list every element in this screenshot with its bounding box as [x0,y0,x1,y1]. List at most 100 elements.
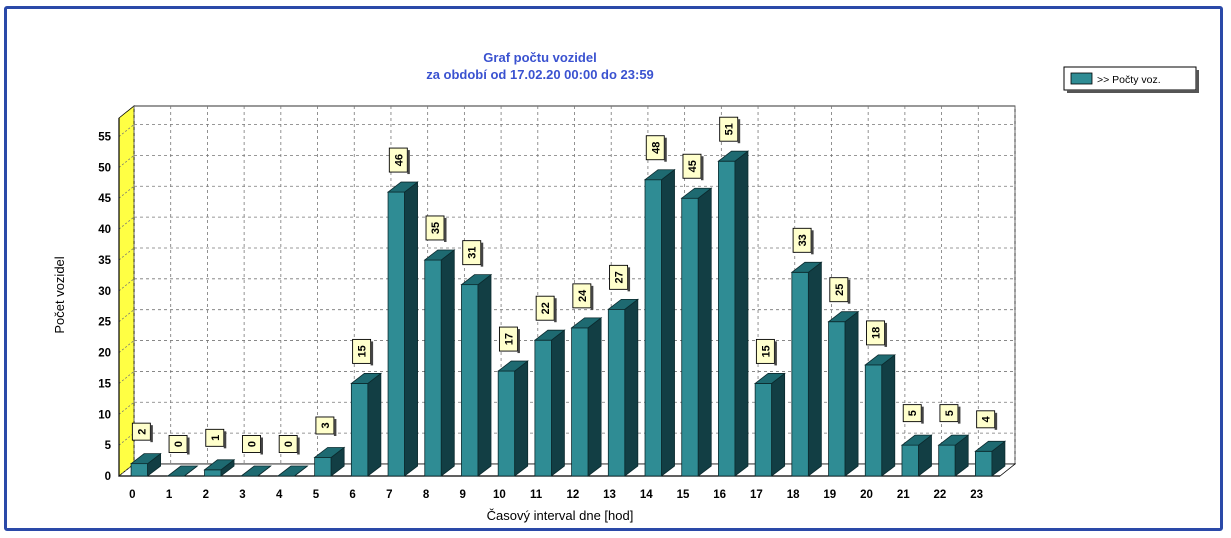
bar [900,434,933,477]
data-label-text: 3 [320,422,332,428]
data-label: 0 [242,435,263,455]
grid-line-wall [118,309,135,323]
data-label-text: 15 [760,345,772,357]
y-tick-label: 45 [98,193,111,205]
x-axis-label: Časový interval dne [hod] [487,508,634,523]
bar [643,168,676,477]
bar-side [734,150,749,477]
bar-front [974,450,993,477]
bar-front [718,160,736,477]
x-tick-label: 3 [239,489,245,501]
bar [129,452,162,477]
y-axis-label: Počet vozidel [52,256,67,333]
x-tick-label: 17 [750,489,763,501]
bar-top [680,187,713,199]
data-label-text: 45 [687,160,699,172]
bar-front [534,339,552,477]
bar [276,465,309,477]
data-label: 15 [352,338,374,366]
bar-side [624,298,639,477]
chart-title: Graf počtu vozidel [483,50,596,65]
data-label-shadow [187,437,190,455]
grid-line-wall [118,247,135,261]
data-label: 22 [535,295,557,323]
data-label-text: 24 [577,289,589,302]
bar-front [828,321,846,477]
bar [460,273,493,477]
bar-side [477,273,492,477]
data-label-text: 5 [944,410,956,416]
bar [717,150,750,477]
y-tick-label: 35 [98,255,111,267]
bar-top [460,274,493,286]
y-axis-ticks: 0 5 10 15 20 25 30 35 40 45 50 55 [98,132,111,483]
bar-front [681,197,699,477]
bar-top [607,298,639,310]
bar [203,459,236,477]
bar-top [790,261,823,273]
bar-side [697,187,712,477]
bar-side [881,354,896,477]
data-label: 2 [131,422,153,443]
bar-front [607,308,626,477]
bar-front [571,327,589,477]
data-label: 45 [682,153,704,181]
bar-front [497,370,516,477]
x-axis-ticks: 0 1 2 3 4 5 6 7 8 9 10 11 12 13 14 15 16 17 18 19 20 21 22 23 [129,489,983,501]
data-label-text: 4 [981,415,993,422]
x-tick-label: 1 [166,489,173,501]
chart-subtitle: za období od 17.02.20 00:00 do 23:59 [426,67,654,82]
bar-side [440,249,455,477]
data-label-text: 2 [136,429,148,435]
grid-line-wall [118,371,135,384]
x-tick-label: 8 [423,489,430,501]
bar-front [387,191,405,477]
bar [166,465,199,477]
data-label-text: 5 [907,410,919,416]
y-tick-label: 30 [98,286,111,298]
y-tick-label: 15 [98,378,111,390]
data-label: 46 [388,147,410,175]
bar-top [974,440,1007,452]
data-label: 27 [609,264,631,292]
x-tick-label: 4 [276,489,283,501]
legend-swatch [1070,72,1093,85]
bar-side [844,310,859,477]
bar-top [386,181,419,193]
grid-line-wall [118,401,135,415]
bar-front [791,271,809,477]
data-label: 0 [168,435,190,455]
x-tick-label: 16 [713,489,726,501]
data-label-shadow [884,322,888,347]
data-label-shadow [297,437,300,455]
x-tick-label: 10 [493,489,506,501]
data-label-text: 0 [246,441,258,447]
y-tick-label: 55 [98,132,111,144]
data-label: 31 [462,240,484,267]
bar-top [166,465,199,477]
data-label: 18 [866,320,888,347]
grid-line-wall [118,278,135,292]
y-tick-label: 0 [105,471,111,483]
bar [827,310,860,477]
data-label-shadow [150,425,153,443]
bar-side [367,372,382,477]
x-tick-label: 14 [640,489,653,501]
bar-front [424,259,442,477]
y-tick-label: 10 [98,409,111,421]
data-label: 24 [572,283,594,310]
data-label-shadow [957,406,961,424]
data-label: 5 [902,404,924,424]
bar-side [514,360,529,477]
legend-shadow-bottom [1067,90,1199,93]
data-label-shadow [811,230,814,255]
x-tick-label: 0 [129,489,135,501]
data-label-shadow [407,150,410,175]
data-label: 3 [315,416,337,436]
grid-line-wall [118,432,135,446]
x-tick-label: 23 [970,489,983,501]
x-tick-label: 6 [349,489,355,501]
x-tick-label: 19 [823,489,836,501]
bar-top [717,150,750,162]
data-label: 25 [829,277,851,304]
